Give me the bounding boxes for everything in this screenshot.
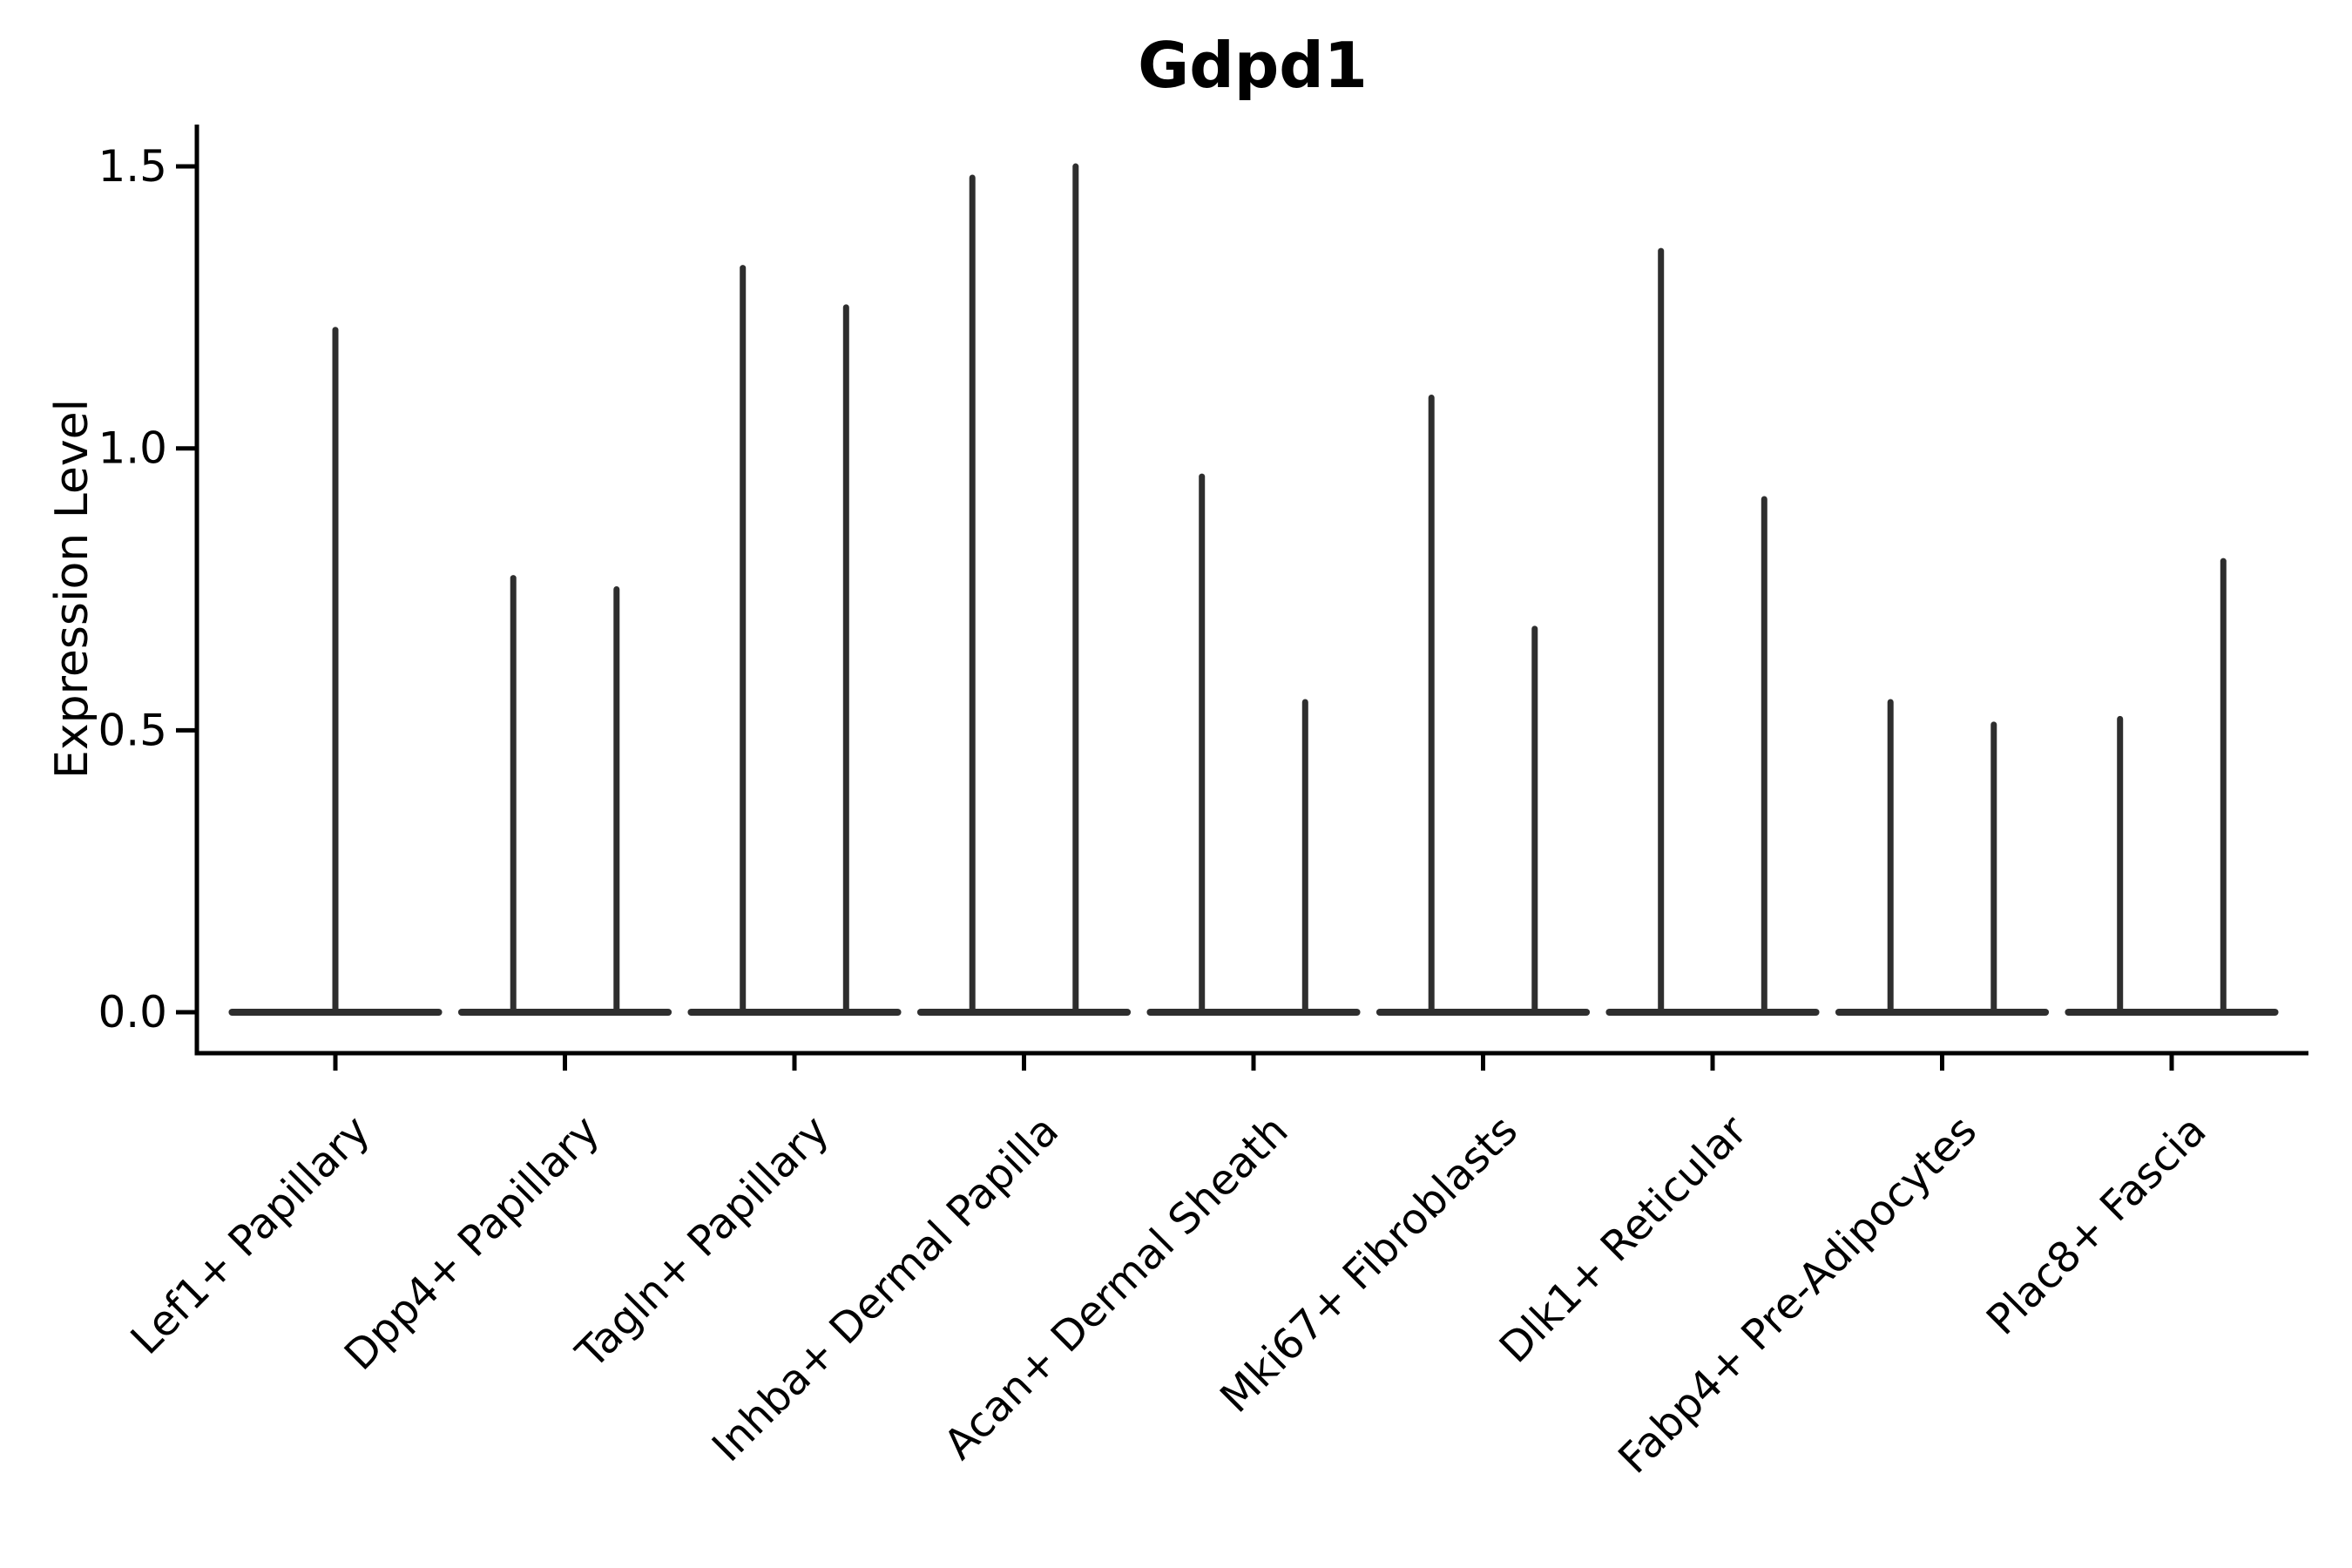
- y-tick-label: 1.0: [98, 423, 167, 474]
- x-tick-label: Dpp4+ Papillary: [335, 1106, 609, 1380]
- x-tick-label: Tagln+ Papillary: [566, 1106, 838, 1378]
- y-tick-label: 0.5: [98, 705, 167, 755]
- x-tick-label: Lef1+ Papillary: [122, 1106, 380, 1364]
- plot-title: Gdpd1: [1138, 29, 1368, 102]
- y-tick-label: 1.5: [98, 141, 167, 192]
- x-tick-label: Dlk1+ Reticular: [1490, 1106, 1757, 1373]
- violins-group: [228, 163, 2279, 1016]
- y-axis-label: Expression Level: [46, 399, 98, 779]
- y-tick-label: 0.0: [98, 987, 167, 1037]
- x-tick-label: Plac8+ Fascia: [1977, 1106, 2216, 1345]
- y-ticks-group: 0.0 0.5 1.0 1.5: [98, 141, 197, 1037]
